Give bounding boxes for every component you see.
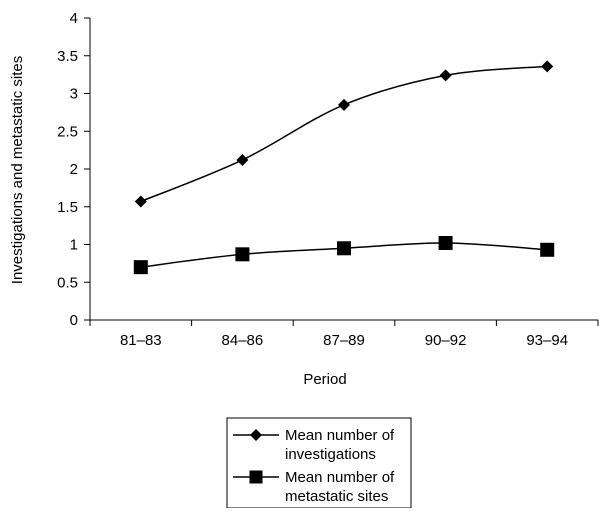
legend-marker — [250, 429, 262, 441]
x-tick-label: 93–94 — [526, 332, 568, 349]
y-tick-label: 4 — [70, 10, 78, 27]
data-point — [235, 247, 250, 262]
y-tick-label: 2 — [70, 161, 78, 178]
series-metastatic-sites — [133, 235, 555, 275]
legend-label: Mean number of — [285, 469, 395, 486]
data-point — [540, 242, 555, 257]
x-tick-label: 90–92 — [425, 332, 467, 349]
y-tick-label: 1.5 — [57, 199, 78, 216]
data-point — [133, 260, 148, 275]
legend-label: metastatic sites — [285, 488, 388, 505]
data-point — [337, 241, 351, 256]
data-point — [338, 98, 350, 111]
legend-label: Mean number of — [285, 427, 395, 444]
series-layer — [133, 60, 555, 275]
x-tick-label: 84–86 — [222, 332, 264, 349]
legend-entry: Mean number of metastatic sites — [233, 469, 395, 505]
axes: 0 0.5 1 1.5 2 2.5 3 3.5 4 81–83 84–86 87–89 90–92 93–… — [57, 10, 599, 349]
data-point — [541, 60, 554, 73]
x-tick-label: 81–83 — [120, 332, 162, 349]
y-tick-label: 2.5 — [57, 123, 78, 140]
legend-label: investigations — [285, 446, 376, 463]
data-point — [439, 69, 452, 82]
y-tick-label: 3 — [70, 86, 78, 103]
y-tick-label: 3.5 — [57, 48, 78, 65]
series-line — [140, 65, 548, 203]
x-tick-label: 87–89 — [323, 332, 365, 349]
data-point — [236, 153, 249, 166]
y-tick-label: 1 — [70, 237, 78, 254]
legend-marker — [249, 470, 263, 484]
series-investigations — [134, 60, 554, 208]
data-point — [134, 195, 147, 208]
legend-entry: Mean number of investigations — [233, 427, 395, 463]
data-point — [438, 235, 453, 250]
y-tick-label: 0.5 — [57, 274, 78, 291]
y-axis-label: Investigations and metastatic sites — [9, 56, 26, 284]
x-axis-label: Period — [303, 371, 346, 388]
y-tick-label: 0 — [70, 312, 78, 329]
